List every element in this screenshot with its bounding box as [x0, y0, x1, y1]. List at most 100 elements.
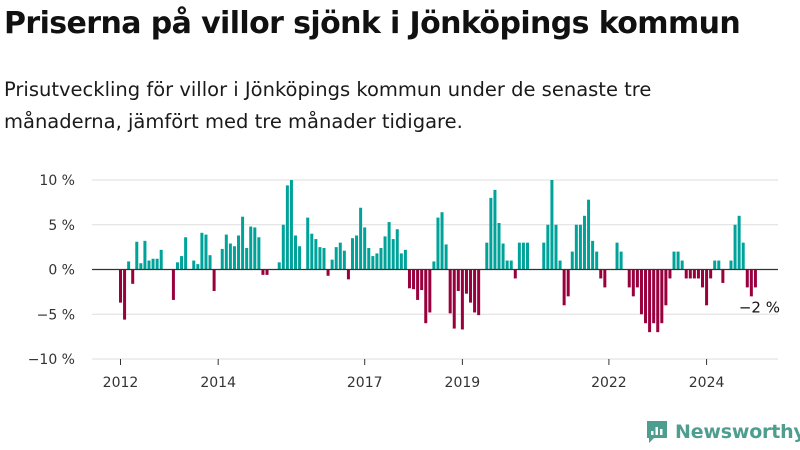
bar — [192, 260, 196, 270]
bar — [570, 251, 574, 270]
bar — [204, 234, 208, 270]
bar — [448, 269, 452, 314]
bar — [212, 269, 216, 291]
bar — [521, 242, 525, 270]
bar — [265, 269, 269, 275]
bar — [493, 189, 497, 270]
bar — [440, 212, 444, 270]
bar — [363, 227, 367, 270]
bar — [131, 269, 135, 284]
bar — [245, 248, 249, 270]
bar — [285, 185, 289, 270]
bar — [713, 260, 717, 270]
bar — [660, 269, 664, 324]
bar — [676, 251, 680, 270]
bar — [159, 249, 163, 270]
bar — [151, 258, 155, 270]
y-tick-label: 10 % — [39, 173, 75, 189]
chart-title: Priserna på villor sjönk i Jönköpings ko… — [4, 6, 741, 41]
bar — [228, 243, 232, 270]
bar — [701, 269, 705, 288]
x-tick-label: 2022 — [591, 375, 627, 391]
bar — [379, 248, 383, 270]
bar — [452, 269, 456, 329]
bar — [208, 255, 212, 270]
bar — [652, 269, 656, 324]
bar — [627, 269, 631, 288]
bar — [289, 180, 293, 270]
x-tick-label: 2012 — [103, 375, 139, 391]
bar — [253, 227, 257, 270]
bar — [692, 269, 696, 279]
x-tick-label: 2017 — [347, 375, 383, 391]
brand-name: Newsworthy — [675, 421, 800, 443]
bar — [334, 247, 338, 270]
bar — [554, 224, 558, 270]
bar — [338, 242, 342, 270]
last-value-label: −2 % — [739, 298, 780, 316]
y-axis-ticks: 10 % 5 % 0 % −5 % −10 % — [28, 173, 75, 368]
bar — [342, 250, 346, 270]
bar — [566, 269, 570, 297]
bar — [241, 216, 245, 270]
bar — [550, 180, 554, 270]
bar — [412, 269, 416, 290]
bar — [350, 238, 354, 270]
bar — [615, 242, 619, 270]
bar — [399, 253, 403, 270]
bar — [196, 264, 200, 270]
bar — [591, 240, 595, 270]
bar — [619, 251, 623, 270]
bar — [298, 246, 302, 270]
bar — [680, 260, 684, 270]
bar — [383, 236, 387, 270]
bar — [477, 269, 481, 316]
bar — [432, 261, 436, 270]
bar — [277, 262, 281, 270]
x-tick-label: 2024 — [689, 375, 725, 391]
bar — [664, 269, 668, 306]
bar — [635, 269, 639, 288]
bar — [249, 226, 253, 270]
bar — [672, 251, 676, 270]
bar — [473, 269, 477, 313]
bar — [407, 269, 411, 289]
bar — [175, 262, 179, 270]
bar — [753, 269, 757, 288]
bar — [387, 222, 391, 270]
bar — [709, 269, 713, 279]
bar — [729, 260, 733, 270]
x-tick-label: 2014 — [200, 375, 236, 391]
bar — [505, 260, 509, 270]
bar — [436, 217, 440, 270]
bar — [497, 222, 501, 270]
bar — [314, 239, 318, 270]
bar — [582, 215, 586, 270]
bar — [489, 197, 493, 270]
bar — [119, 269, 122, 303]
bar — [232, 246, 236, 270]
bar — [546, 224, 550, 270]
bar — [257, 237, 261, 270]
gridlines — [92, 179, 778, 360]
bar — [444, 244, 448, 270]
bar — [644, 269, 648, 324]
bar — [737, 215, 741, 270]
bar — [424, 269, 428, 324]
bar — [359, 207, 363, 270]
bars — [119, 180, 757, 333]
bar — [696, 269, 700, 279]
bar — [281, 224, 285, 270]
bar — [741, 242, 745, 270]
bar — [501, 243, 505, 270]
y-tick-label: −5 % — [37, 307, 75, 323]
bar — [460, 269, 464, 330]
bar — [509, 260, 513, 270]
bar — [558, 260, 562, 270]
bar — [371, 256, 375, 270]
bar — [330, 259, 334, 270]
bar — [375, 253, 379, 270]
bar — [684, 269, 688, 279]
x-axis-ticks: 2012 2014 2017 2019 2022 2024 — [103, 359, 725, 391]
bar — [688, 269, 692, 279]
